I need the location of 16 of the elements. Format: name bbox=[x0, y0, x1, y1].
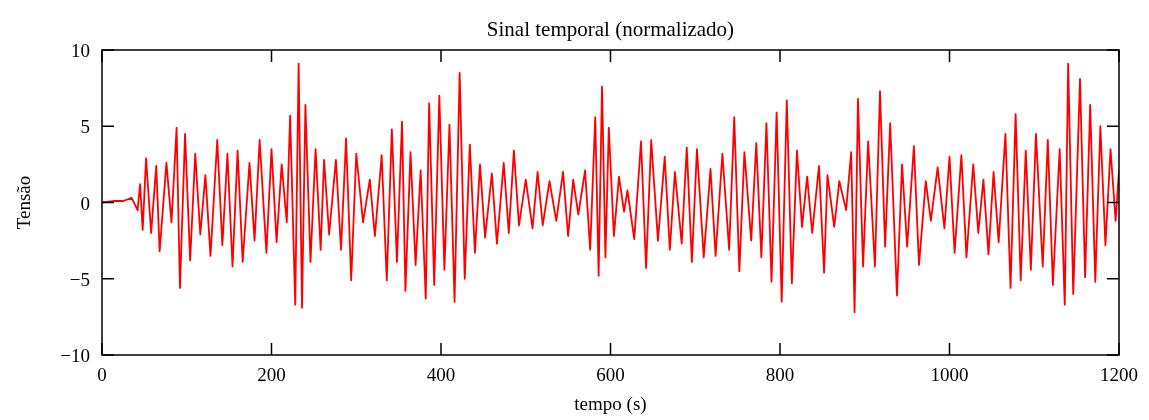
x-axis-title: tempo (s) bbox=[574, 393, 647, 415]
y-tick-label: 5 bbox=[80, 116, 90, 138]
x-tick-label: 400 bbox=[426, 364, 456, 385]
line-series bbox=[102, 62, 1119, 314]
x-tick-label: 1000 bbox=[930, 364, 969, 385]
chart-title: Sinal temporal (normalizado) bbox=[486, 17, 735, 41]
y-tick-label: 10 bbox=[71, 40, 90, 61]
x-tick-label: 800 bbox=[765, 364, 795, 385]
y-tick-label: −5 bbox=[69, 268, 90, 290]
x-tick-label: 200 bbox=[257, 364, 286, 385]
x-tick-label: 0 bbox=[97, 364, 107, 385]
y-tick-label: 0 bbox=[80, 192, 90, 214]
y-axis-title: Tensão bbox=[13, 175, 34, 230]
x-tick-label: 600 bbox=[596, 364, 625, 385]
x-tick-label: 1200 bbox=[1100, 364, 1138, 385]
y-tick-label: −10 bbox=[60, 345, 90, 366]
